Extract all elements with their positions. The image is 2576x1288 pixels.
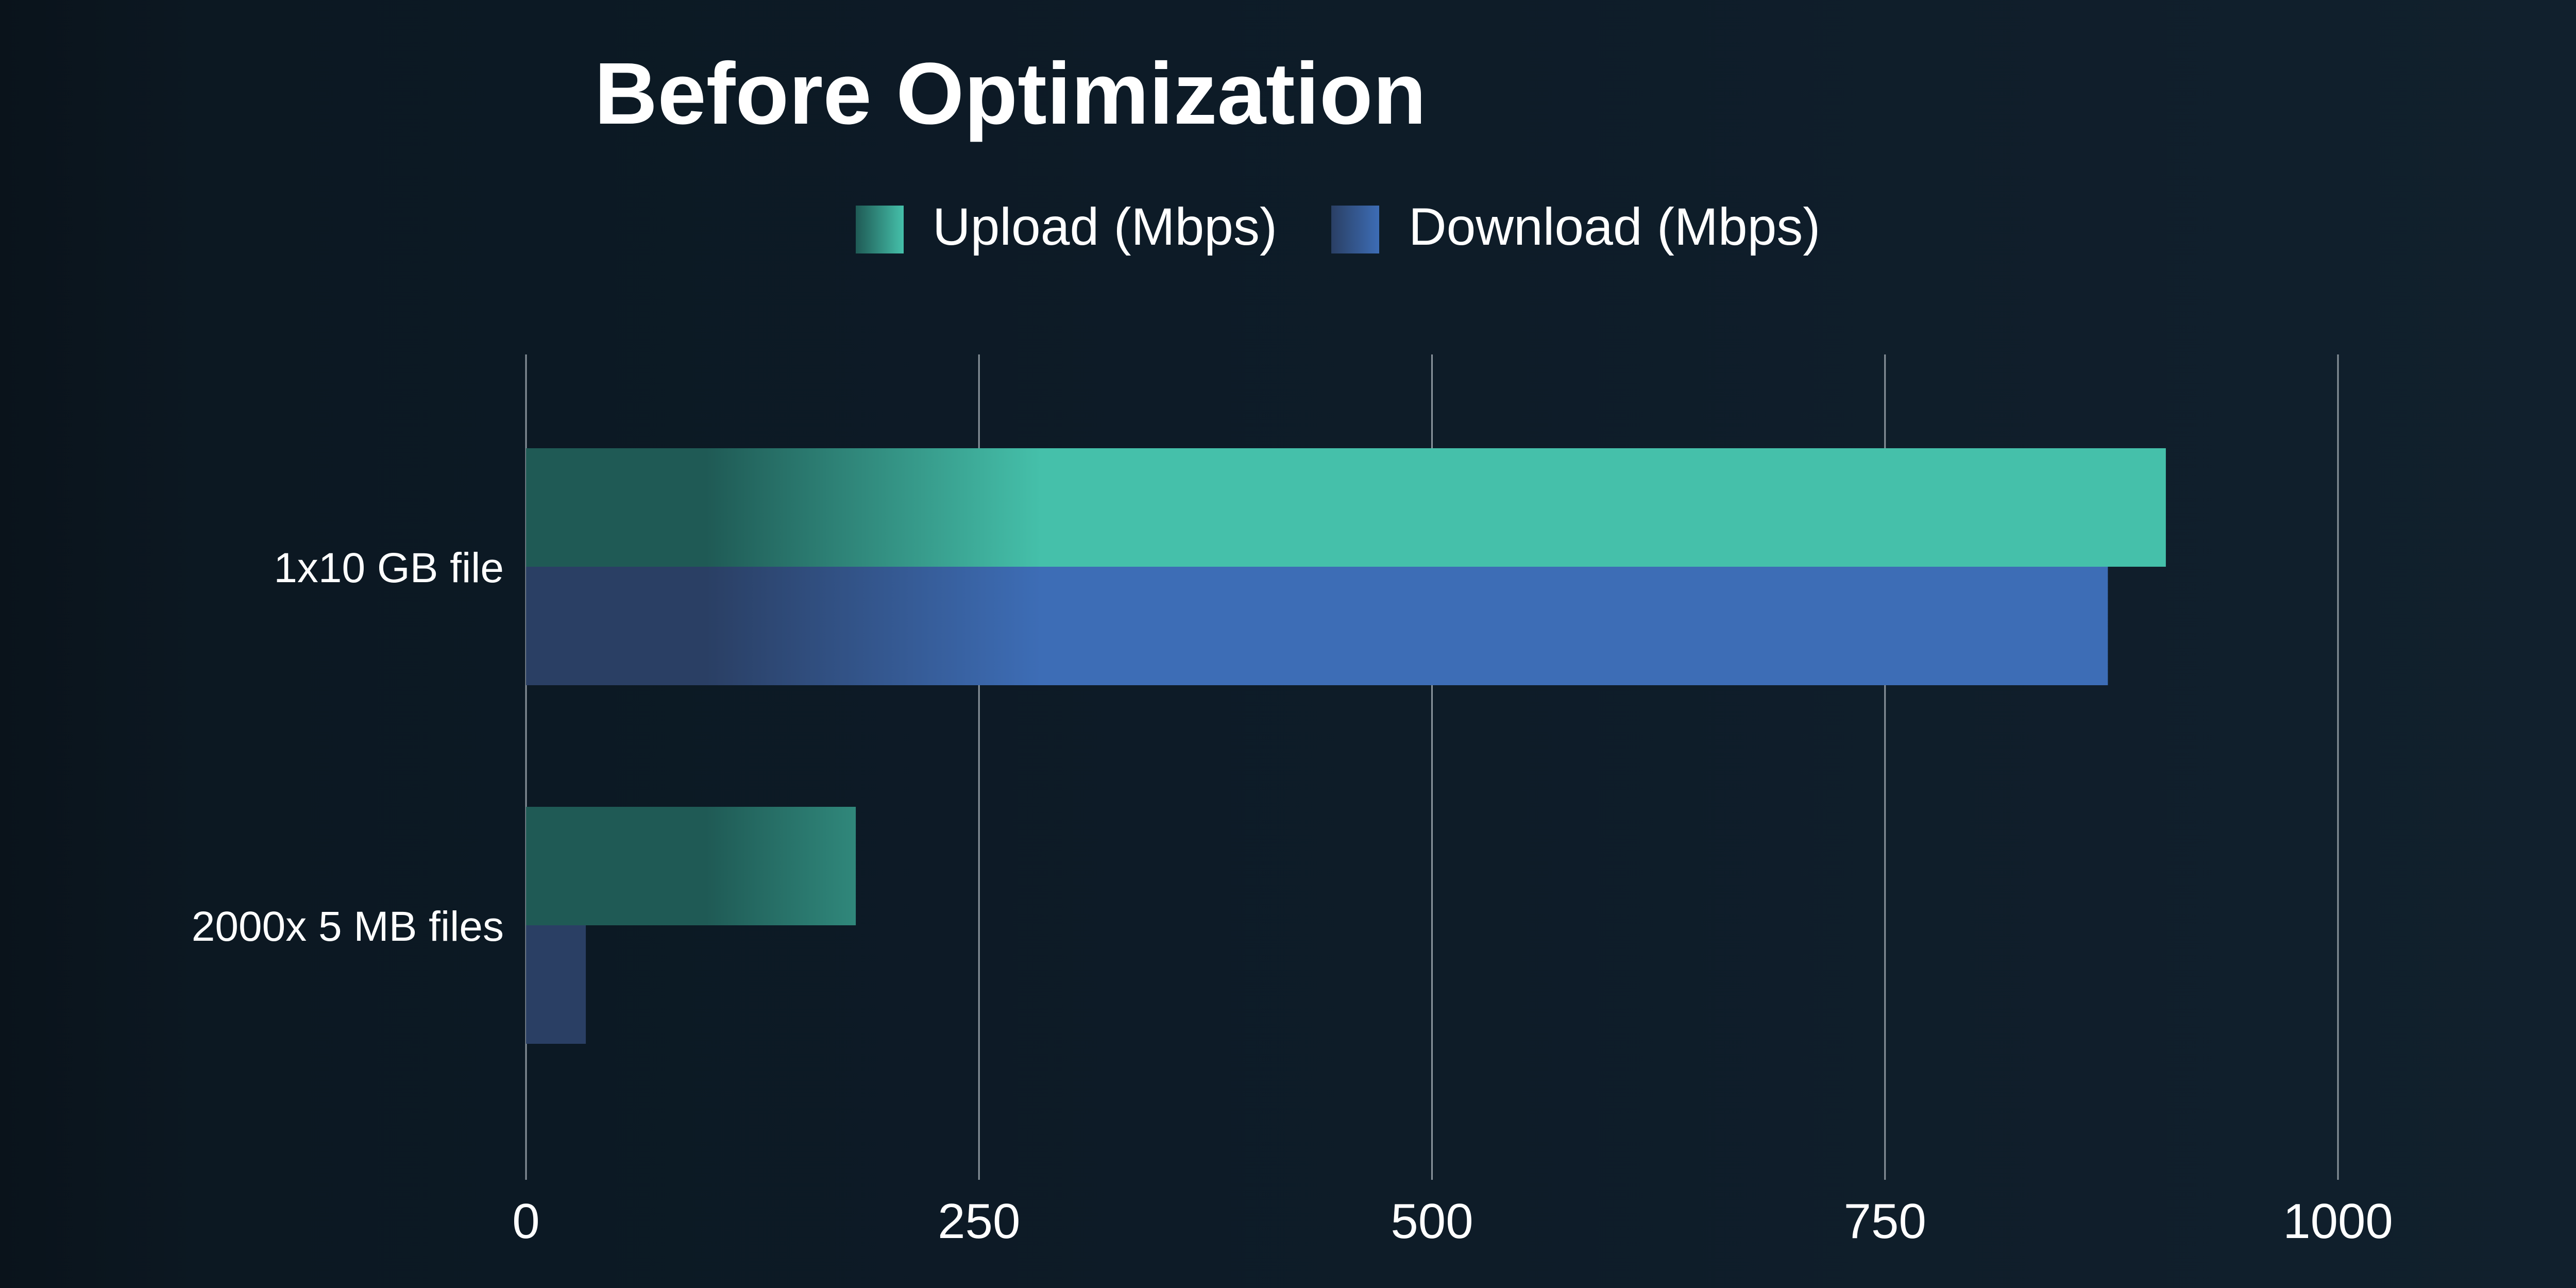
x-tick-label: 1000 xyxy=(2283,1194,2393,1249)
chart-title: Before Optimization xyxy=(594,45,1426,143)
bars xyxy=(526,448,2166,1044)
x-tick-label: 0 xyxy=(512,1194,539,1249)
bar-download-2 xyxy=(526,925,586,1044)
legend-label-upload: Upload (Mbps) xyxy=(933,197,1277,256)
bar-upload-1 xyxy=(526,448,2166,567)
legend-swatch-download xyxy=(1331,206,1379,253)
category-label: 2000x 5 MB files xyxy=(192,903,504,950)
x-axis-tick-labels: 0 250 500 750 1000 xyxy=(512,1194,2393,1249)
bar-upload-2 xyxy=(526,807,856,925)
legend: Upload (Mbps) Download (Mbps) xyxy=(856,197,1820,256)
category-labels: 1x10 GB file 2000x 5 MB files xyxy=(192,545,504,950)
legend-swatch-upload xyxy=(856,206,904,253)
bar-download-1 xyxy=(526,567,2108,685)
legend-label-download: Download (Mbps) xyxy=(1409,197,1820,256)
x-tick-label: 750 xyxy=(1844,1194,1926,1249)
x-tick-label: 500 xyxy=(1391,1194,1473,1249)
category-label: 1x10 GB file xyxy=(274,545,504,591)
x-tick-label: 250 xyxy=(938,1194,1020,1249)
